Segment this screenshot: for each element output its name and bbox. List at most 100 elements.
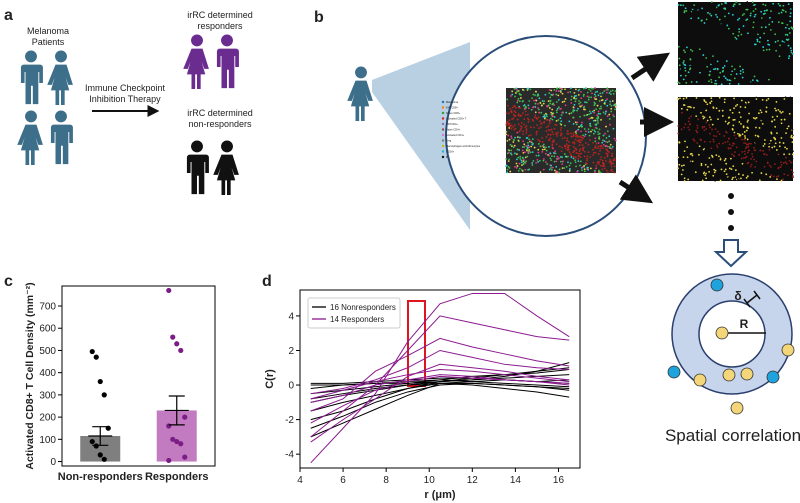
cell-dot — [534, 114, 537, 117]
responder-icons — [183, 34, 239, 89]
zoom-cone — [372, 42, 470, 230]
cell-dot — [540, 122, 543, 125]
cell-dot — [544, 93, 547, 96]
cell-dot — [693, 106, 695, 109]
cell-dot — [512, 117, 515, 120]
cell-dot — [608, 135, 611, 138]
cell-dot — [681, 143, 684, 146]
cell-dot — [548, 107, 551, 109]
cell-dot — [766, 9, 769, 12]
cell-dot — [560, 127, 563, 129]
cell-dot — [728, 82, 731, 85]
cell-dot — [561, 156, 564, 159]
cell-dot — [678, 141, 681, 144]
cell-dot — [547, 133, 550, 136]
arrow — [630, 52, 670, 82]
cell-dot — [587, 128, 590, 131]
cell-dot — [600, 118, 602, 121]
cell-dot — [519, 125, 522, 128]
cell-dot — [577, 107, 579, 110]
cell-dot — [612, 92, 615, 95]
cell-dot — [782, 142, 785, 144]
cell-dot — [525, 160, 528, 163]
cell-dot — [548, 122, 551, 125]
cell-dot — [754, 121, 756, 124]
cell-dot — [689, 65, 692, 68]
cell-dot — [715, 46, 718, 49]
cell-dot — [696, 27, 699, 30]
cell-dot — [532, 119, 535, 122]
cell-dot — [719, 48, 721, 51]
cell-dot — [765, 48, 768, 51]
cell-dot — [715, 82, 718, 85]
cell-dot — [610, 104, 613, 107]
y-tick-label: 500 — [39, 346, 56, 357]
cell-dot — [677, 158, 680, 161]
cell-dot — [594, 147, 596, 149]
non-responder-icons — [186, 140, 239, 195]
cell-dot — [575, 135, 577, 138]
cell-dot — [567, 148, 570, 151]
cell-dot — [561, 163, 564, 166]
cell-dot — [532, 106, 534, 109]
cell-dot — [789, 75, 792, 78]
cell-dot — [537, 108, 540, 111]
cell-dot — [746, 1, 749, 3]
cell-dot — [597, 112, 600, 115]
cell-dot — [710, 163, 713, 166]
cell-dot — [553, 127, 556, 130]
cell-dot — [575, 132, 578, 135]
cell-dot — [784, 33, 787, 36]
cell-dot — [594, 145, 597, 147]
cell-dot — [560, 150, 563, 152]
cell-dot — [509, 143, 512, 146]
cell-dot — [541, 140, 544, 143]
cell-dot — [720, 3, 723, 5]
cell-dot — [774, 62, 777, 64]
cell-dot — [739, 117, 742, 120]
data-point — [101, 392, 107, 398]
cell-dot — [551, 155, 553, 158]
cell-dot — [563, 167, 566, 169]
cell-dot — [599, 164, 602, 167]
cell-dot — [723, 25, 726, 27]
cell-dot — [577, 128, 580, 131]
cell-dot — [556, 87, 558, 90]
cell-dot — [715, 154, 718, 157]
cell-dot — [588, 117, 591, 120]
cell-dot — [589, 89, 592, 92]
cell-dot — [735, 46, 738, 48]
cell-dot — [579, 156, 582, 159]
cell-dot — [550, 128, 553, 131]
cell-dot — [522, 152, 525, 154]
cell-dot — [573, 97, 576, 100]
cell-dot — [721, 126, 724, 128]
cell-dot — [517, 139, 520, 142]
cell-dot — [782, 42, 785, 45]
legend-label: Activated CD4+ — [446, 133, 465, 137]
data-point — [89, 348, 95, 355]
cell-dot — [708, 80, 710, 83]
cell-dot — [790, 152, 793, 155]
cell-dot — [594, 87, 596, 89]
cell-dot — [734, 151, 736, 153]
cell-dot — [526, 136, 529, 139]
cell-dot — [536, 158, 539, 161]
cell-dot — [742, 176, 745, 179]
cell-dot — [564, 147, 567, 150]
patients-label: Patients — [32, 37, 65, 47]
cell-dot — [522, 133, 524, 136]
cell-dot — [608, 161, 611, 163]
cell-dot — [566, 146, 569, 149]
cell-dot — [723, 135, 726, 137]
cell-dot — [735, 137, 737, 140]
cell-dot — [769, 176, 772, 178]
cell-dot — [593, 111, 596, 114]
cell-dot — [774, 125, 777, 128]
cell-dot — [592, 148, 594, 151]
cell-dot — [727, 137, 730, 140]
cell-dot — [695, 97, 698, 99]
cell-dot — [719, 161, 722, 164]
cell-dot — [784, 10, 787, 13]
